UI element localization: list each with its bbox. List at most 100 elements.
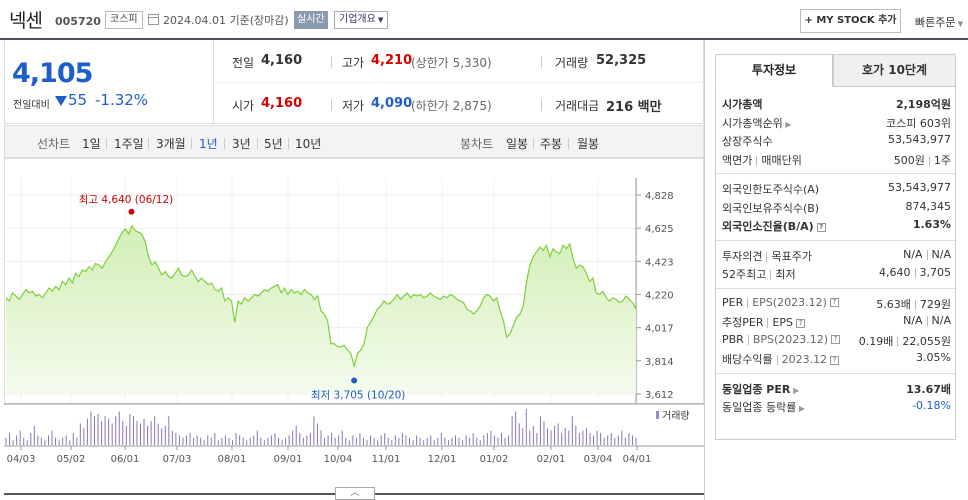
y-tick-label: 4,017 (645, 324, 674, 335)
market-badge: 코스피 (105, 11, 143, 29)
x-tick-label: 07/03 (163, 454, 192, 465)
separator (914, 268, 916, 278)
tab-3month[interactable]: 3개월 (156, 137, 186, 151)
x-tick-label: 08/01 (218, 454, 247, 465)
info-row: 동일업종 PER ▶ 13.67배 (722, 380, 951, 398)
info-row: 상장주식수 53,543,977 (722, 132, 951, 150)
realtime-button[interactable]: 실시간 (294, 11, 328, 29)
info-key-sub-label: 목표주가 (771, 249, 812, 263)
separator (331, 99, 332, 111)
separator (897, 336, 899, 347)
tab-1week[interactable]: 1주일 (114, 137, 144, 151)
company-info-button[interactable]: 기업개요 ▼ (334, 11, 389, 29)
info-key: 투자의견 목표주가 (722, 248, 812, 264)
info-value: 4,640 3,705 (879, 266, 951, 279)
chevron-down-icon: ▼ (955, 20, 964, 28)
info-value-main: 3.05% (916, 351, 951, 364)
info-key-label: PER (722, 295, 744, 309)
info-key: PBR BPS(2023.12)? (722, 332, 841, 346)
info-value-main: 874,345 (905, 199, 952, 213)
separator (541, 99, 542, 111)
info-key: 52주최고 최저 (722, 266, 796, 282)
info-value: N/A N/A (903, 314, 951, 327)
info-key: 시가총액 (722, 96, 762, 112)
open-value: 4,160 (261, 96, 303, 111)
prev-value: 4,160 (261, 53, 303, 68)
chevron-right-icon[interactable]: ▶ (796, 404, 806, 413)
info-key: 상장주식수 (722, 133, 773, 149)
company-info-label: 기업개요 (339, 14, 376, 25)
collapse-button[interactable]: ︿ (335, 487, 375, 500)
help-icon[interactable]: ? (796, 318, 806, 328)
separator (766, 251, 768, 262)
tab-10year[interactable]: 10년 (295, 137, 322, 151)
info-key: 외국인소진율(B/A)? (722, 218, 826, 234)
divider (716, 287, 955, 289)
help-icon[interactable]: ? (831, 335, 841, 344)
info-value-main: 1.63% (912, 218, 951, 231)
info-value-main: 53,543,977 (888, 133, 951, 146)
low-label: 저가 (342, 99, 365, 113)
quick-order-button[interactable]: 빠른주문 ▼ (915, 14, 963, 30)
change-percent: -1.32% (95, 91, 149, 109)
tab-1day[interactable]: 1일 (82, 137, 101, 151)
tab-weekly[interactable]: 주봉 (540, 137, 563, 151)
separator (257, 138, 258, 149)
current-price: 4,105 (12, 58, 93, 89)
info-value-main: N/A (903, 314, 923, 327)
info-key-sub-label: 2023.12 (781, 353, 828, 366)
price-chart-svg[interactable]: 4,828 4,625 4,423 4,220 4,017 3,814 3,612 최고 4,… (4, 158, 704, 500)
help-icon[interactable]: ? (830, 355, 840, 365)
price-chart[interactable]: 4,828 4,625 4,423 4,220 4,017 3,814 3,612 최고 4,… (4, 158, 704, 500)
tab-monthly[interactable]: 월봉 (577, 137, 600, 151)
info-key-sub-label: EPS (772, 316, 794, 329)
separator (224, 138, 225, 149)
info-row: 배당수익률 2023.12? 3.05% (722, 350, 951, 368)
chevron-right-icon[interactable]: ▶ (782, 119, 792, 129)
price-area-fill (6, 225, 636, 394)
y-tick-label: 4,220 (645, 291, 674, 302)
info-row: 외국인소진율(B/A)? 1.63% (722, 217, 951, 235)
tab-invest-info[interactable]: 투자정보 (715, 54, 833, 87)
info-key: 시가총액순위 ▶ (722, 115, 791, 131)
tab-order-book[interactable]: 호가 10단계 (833, 54, 956, 87)
low-value: 4,090 (371, 96, 413, 111)
upper-limit: (상한가 5,330) (411, 56, 492, 70)
info-key-label: PBR (722, 332, 744, 346)
info-value: 5.63배 729원 (876, 296, 951, 312)
info-key: 외국인보유주식수(B) (722, 200, 819, 216)
info-value-main: 5.63배 (876, 297, 911, 311)
info-key-label: 배당수익률 (722, 353, 773, 366)
date-value: 2024.04.01 (163, 14, 226, 27)
separator (568, 138, 569, 149)
chevron-right-icon[interactable]: ▶ (790, 385, 800, 395)
info-value-main: 53,543,977 (888, 181, 951, 194)
x-tick-label: 02/01 (537, 454, 566, 465)
row-divider (214, 82, 704, 83)
info-key-label: 동일업종 PER (722, 382, 791, 396)
tab-daily[interactable]: 일봉 (506, 137, 529, 151)
tab-1year[interactable]: 1년 (199, 137, 218, 151)
separator (747, 297, 749, 308)
help-icon[interactable]: ? (816, 222, 826, 232)
info-key-label: 액면가 (722, 153, 753, 167)
add-my-stock-button[interactable]: + MY STOCK 추가 (800, 9, 901, 33)
separator (926, 316, 928, 326)
info-row: PER EPS(2023.12)? 5.63배 729원 (722, 295, 951, 313)
high-marker (128, 208, 135, 215)
help-icon[interactable]: ? (829, 298, 839, 307)
x-tick-label: 12/01 (428, 454, 457, 465)
volume-value: 52,325 (596, 53, 647, 68)
info-row: 투자의견 목표주가 N/A N/A (722, 247, 951, 265)
info-key: 액면가 매매단위 (722, 152, 802, 168)
info-value-sub: 3,705 (919, 266, 952, 279)
separator (926, 249, 928, 260)
tab-5year[interactable]: 5년 (264, 137, 283, 151)
y-tick-label: 3,814 (645, 357, 674, 368)
tab-3year[interactable]: 3년 (232, 137, 251, 151)
info-key-sub-label: EPS(2023.12) (752, 295, 827, 309)
info-value-main: N/A (903, 247, 923, 261)
change-label: 전일대비 (13, 100, 50, 111)
volume-legend-swatch (656, 411, 659, 419)
price-line (5, 224, 637, 367)
